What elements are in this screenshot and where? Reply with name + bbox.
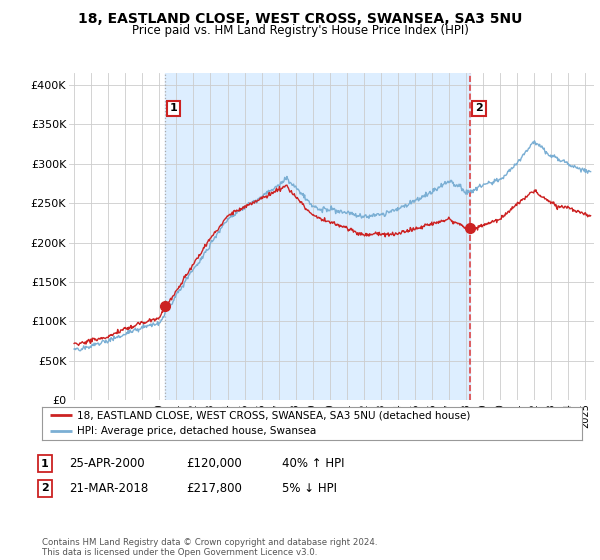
- Text: Price paid vs. HM Land Registry's House Price Index (HPI): Price paid vs. HM Land Registry's House …: [131, 24, 469, 37]
- Text: 40% ↑ HPI: 40% ↑ HPI: [282, 457, 344, 470]
- Text: 18, EASTLAND CLOSE, WEST CROSS, SWANSEA, SA3 5NU (detached house): 18, EASTLAND CLOSE, WEST CROSS, SWANSEA,…: [77, 410, 470, 420]
- Text: HPI: Average price, detached house, Swansea: HPI: Average price, detached house, Swan…: [77, 427, 316, 436]
- Text: £120,000: £120,000: [186, 457, 242, 470]
- Text: 25-APR-2000: 25-APR-2000: [69, 457, 145, 470]
- Text: 18, EASTLAND CLOSE, WEST CROSS, SWANSEA, SA3 5NU: 18, EASTLAND CLOSE, WEST CROSS, SWANSEA,…: [78, 12, 522, 26]
- Text: 21-MAR-2018: 21-MAR-2018: [69, 482, 148, 495]
- Text: 5% ↓ HPI: 5% ↓ HPI: [282, 482, 337, 495]
- Text: 2: 2: [41, 483, 49, 493]
- Text: 1: 1: [170, 104, 178, 113]
- Text: 1: 1: [41, 459, 49, 469]
- Bar: [165, 73, 470, 400]
- Text: Contains HM Land Registry data © Crown copyright and database right 2024.
This d: Contains HM Land Registry data © Crown c…: [42, 538, 377, 557]
- Text: £217,800: £217,800: [186, 482, 242, 495]
- Text: 2: 2: [475, 104, 483, 113]
